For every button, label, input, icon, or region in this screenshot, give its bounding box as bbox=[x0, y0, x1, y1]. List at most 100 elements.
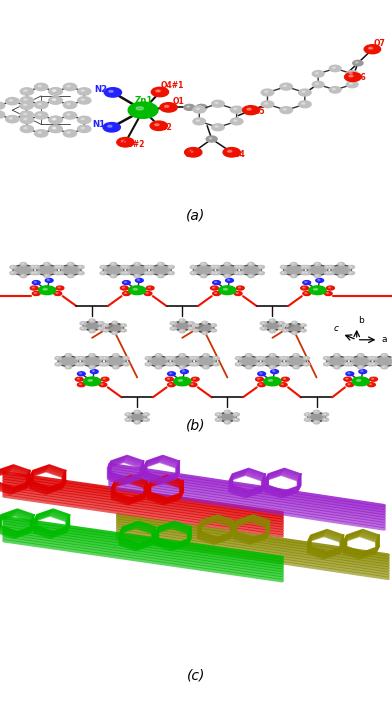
Ellipse shape bbox=[368, 383, 375, 386]
Ellipse shape bbox=[54, 292, 62, 295]
Ellipse shape bbox=[328, 272, 334, 275]
Ellipse shape bbox=[234, 265, 241, 269]
Ellipse shape bbox=[187, 106, 189, 108]
Ellipse shape bbox=[224, 262, 230, 266]
Ellipse shape bbox=[33, 292, 40, 295]
Ellipse shape bbox=[202, 332, 208, 334]
Ellipse shape bbox=[234, 120, 237, 121]
Polygon shape bbox=[148, 355, 169, 367]
Ellipse shape bbox=[245, 354, 252, 356]
Ellipse shape bbox=[136, 279, 143, 282]
Ellipse shape bbox=[292, 322, 297, 324]
Ellipse shape bbox=[56, 292, 58, 294]
Ellipse shape bbox=[5, 116, 19, 123]
Polygon shape bbox=[217, 264, 238, 276]
Ellipse shape bbox=[57, 265, 64, 269]
Ellipse shape bbox=[247, 108, 251, 110]
Ellipse shape bbox=[269, 379, 273, 381]
Ellipse shape bbox=[145, 356, 151, 360]
Ellipse shape bbox=[290, 275, 297, 277]
Text: O5: O5 bbox=[253, 106, 265, 116]
Ellipse shape bbox=[88, 379, 93, 381]
Ellipse shape bbox=[344, 377, 352, 381]
Ellipse shape bbox=[9, 100, 13, 101]
Ellipse shape bbox=[38, 103, 42, 105]
Ellipse shape bbox=[81, 128, 84, 129]
Ellipse shape bbox=[283, 356, 289, 360]
Polygon shape bbox=[285, 323, 303, 333]
Ellipse shape bbox=[234, 272, 241, 275]
Ellipse shape bbox=[279, 363, 286, 366]
Ellipse shape bbox=[89, 329, 95, 333]
Ellipse shape bbox=[100, 272, 106, 275]
Ellipse shape bbox=[215, 102, 218, 103]
Ellipse shape bbox=[236, 292, 238, 294]
Ellipse shape bbox=[352, 377, 369, 386]
Ellipse shape bbox=[143, 418, 149, 421]
Ellipse shape bbox=[265, 91, 268, 93]
Ellipse shape bbox=[212, 287, 214, 288]
Ellipse shape bbox=[346, 71, 358, 77]
Polygon shape bbox=[262, 355, 283, 367]
Text: O4#1: O4#1 bbox=[161, 81, 185, 90]
Ellipse shape bbox=[179, 354, 185, 356]
Ellipse shape bbox=[67, 86, 70, 87]
Ellipse shape bbox=[179, 319, 185, 322]
Polygon shape bbox=[172, 355, 192, 367]
Ellipse shape bbox=[63, 83, 76, 91]
Ellipse shape bbox=[318, 279, 320, 280]
Ellipse shape bbox=[67, 103, 70, 105]
Ellipse shape bbox=[155, 124, 159, 125]
Ellipse shape bbox=[269, 319, 276, 322]
Ellipse shape bbox=[271, 369, 278, 374]
Polygon shape bbox=[327, 355, 347, 367]
Ellipse shape bbox=[49, 116, 62, 123]
Ellipse shape bbox=[189, 383, 197, 386]
Ellipse shape bbox=[170, 327, 176, 330]
Ellipse shape bbox=[160, 103, 177, 112]
Ellipse shape bbox=[117, 138, 134, 147]
Ellipse shape bbox=[166, 363, 172, 366]
Ellipse shape bbox=[34, 265, 40, 269]
Ellipse shape bbox=[301, 272, 307, 275]
Text: O4: O4 bbox=[234, 150, 245, 159]
Polygon shape bbox=[238, 355, 259, 367]
Polygon shape bbox=[286, 355, 307, 367]
Ellipse shape bbox=[49, 97, 62, 104]
Ellipse shape bbox=[158, 262, 164, 266]
Ellipse shape bbox=[31, 265, 37, 269]
Polygon shape bbox=[196, 355, 216, 367]
Ellipse shape bbox=[122, 140, 126, 142]
Ellipse shape bbox=[228, 279, 230, 280]
Ellipse shape bbox=[181, 369, 188, 374]
Ellipse shape bbox=[121, 324, 126, 327]
Ellipse shape bbox=[279, 383, 287, 386]
Ellipse shape bbox=[9, 118, 13, 119]
Ellipse shape bbox=[91, 369, 98, 374]
Polygon shape bbox=[37, 264, 57, 276]
Ellipse shape bbox=[147, 272, 154, 275]
Ellipse shape bbox=[325, 292, 332, 295]
Polygon shape bbox=[128, 412, 146, 422]
Ellipse shape bbox=[303, 363, 310, 366]
Ellipse shape bbox=[316, 83, 318, 84]
Ellipse shape bbox=[261, 89, 274, 96]
Ellipse shape bbox=[348, 272, 355, 275]
Ellipse shape bbox=[301, 329, 306, 332]
Ellipse shape bbox=[144, 272, 151, 275]
Ellipse shape bbox=[102, 363, 109, 366]
Polygon shape bbox=[263, 321, 281, 331]
Ellipse shape bbox=[145, 363, 151, 366]
Ellipse shape bbox=[224, 421, 230, 424]
Ellipse shape bbox=[345, 73, 361, 81]
Ellipse shape bbox=[44, 262, 50, 266]
Ellipse shape bbox=[325, 265, 331, 269]
Ellipse shape bbox=[34, 83, 48, 91]
Ellipse shape bbox=[309, 286, 326, 294]
Ellipse shape bbox=[305, 413, 311, 416]
Ellipse shape bbox=[143, 413, 149, 416]
Ellipse shape bbox=[347, 363, 354, 366]
Ellipse shape bbox=[47, 279, 49, 280]
Ellipse shape bbox=[112, 322, 118, 324]
Ellipse shape bbox=[188, 322, 194, 325]
